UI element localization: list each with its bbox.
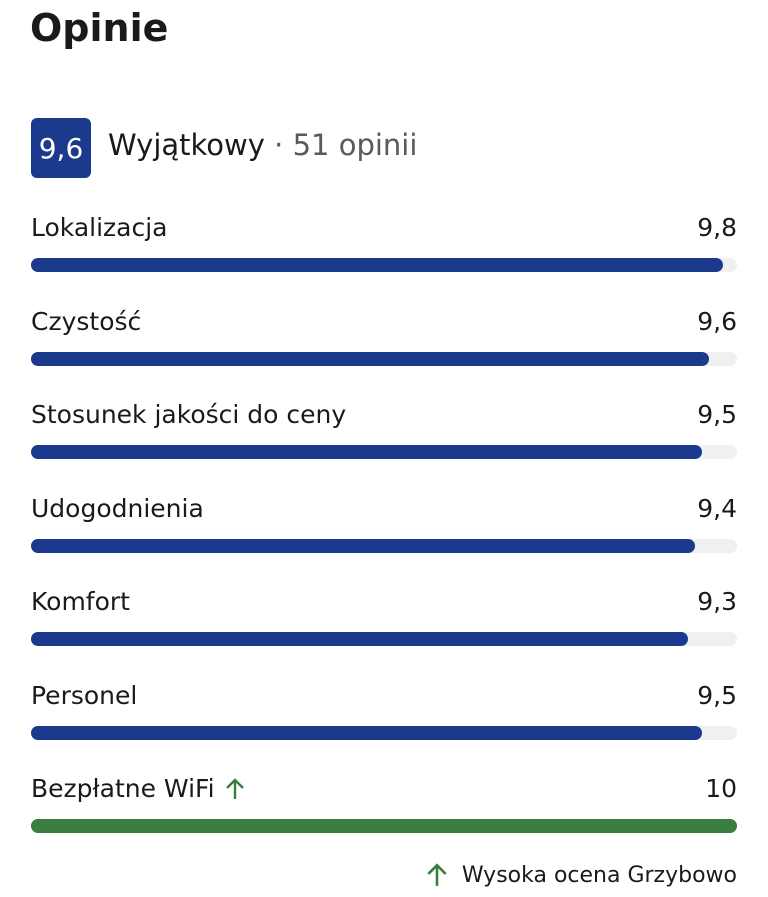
score-bar [31,819,737,833]
score-bar [31,632,688,646]
category-name: Stosunek jakości do ceny [31,400,347,429]
rating: Wyjątkowy · 51 opinii [108,128,417,162]
rating-text: Wyjątkowy [108,128,265,162]
category-name: Lokalizacja [31,213,168,242]
category-label: Czystość [31,307,141,336]
score-bar [31,538,695,553]
category-label: Lokalizacja [31,213,168,242]
score-bar [31,445,702,459]
category-name: Bezpłatne WiFi [31,774,215,803]
score-bar [31,725,702,740]
category-name: Personel [31,680,138,710]
bar-track [31,819,737,833]
bar-track [31,538,737,553]
category-label: Stosunek jakości do ceny [31,400,346,429]
category-value: 9,3 [697,587,737,616]
bar-track [31,725,737,740]
score-bar [31,258,723,272]
category-value: 9,8 [697,213,737,242]
review-count: · 51 opinii [274,128,418,162]
bar-track [31,632,737,646]
category-name: Udogodnienia [31,493,204,523]
score-bar [31,351,709,366]
footer: Wysoka ocena Grzybowo [424,862,737,888]
bar-track [31,445,737,459]
category-label: Personel [31,681,137,710]
bar-track [31,351,737,366]
up-arrow-icon [427,863,447,886]
category-value: 9,5 [697,400,737,429]
bar-track [31,258,737,272]
category-label: Bezpłatne WiFi [31,774,247,803]
category-value: 9,5 [697,680,737,710]
category-value: 10 [705,774,737,803]
title: Opinie [30,6,169,50]
score-badge: 9,6 [31,118,91,178]
up-arrow-icon [225,777,244,799]
category-label: Udogodnienia [31,494,204,523]
category-label: Komfort [31,587,130,616]
category-value: 9,6 [697,306,737,336]
footer-text: Wysoka ocena Grzybowo [461,862,737,888]
category-name: Komfort [31,587,130,616]
category-name: Czystość [31,306,142,336]
category-value: 9,4 [697,493,737,523]
